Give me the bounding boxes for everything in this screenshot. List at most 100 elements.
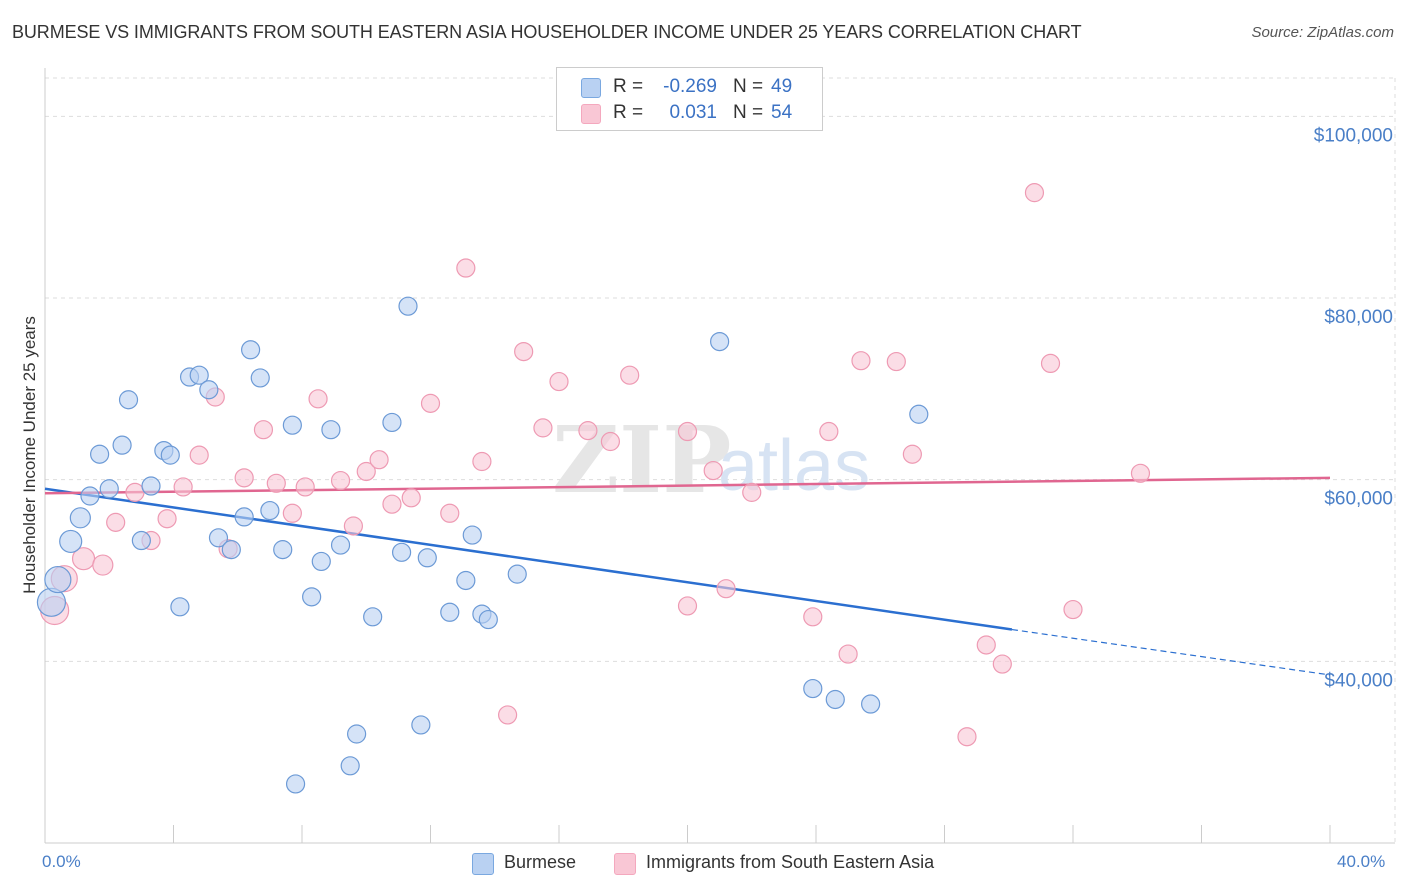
legend-swatch-immigrants [581,104,601,124]
data-point-burmese [803,678,823,699]
data-point-immigrants [703,460,723,481]
data-point-immigrants [578,421,598,441]
legend-r-label: R = [613,76,644,97]
data-point-immigrants [456,258,476,278]
data-point-immigrants [1024,183,1045,203]
data-point-burmese [131,530,151,551]
legend-row-burmese: R = -0.269 N = 49 [557,76,822,100]
data-point-burmese [382,412,402,433]
trend-line-extension [1011,628,1331,676]
data-point-burmese [90,444,110,464]
watermark-atlas: atlas [718,426,870,506]
data-point-immigrants [282,503,302,523]
data-point-immigrants [851,351,871,371]
data-point-immigrants [189,445,209,465]
data-point-immigrants [330,470,351,491]
data-point-burmese [347,724,367,744]
data-point-immigrants [514,341,534,362]
legend-r-value: -0.269 [663,76,717,97]
data-point-immigrants [902,444,922,464]
y-tick-label: $100,000 [1314,125,1393,146]
data-point-immigrants [498,705,518,725]
legend-label-immigrants: Immigrants from South Eastern Asia [646,852,935,872]
legend-swatch-burmese [581,78,601,98]
data-point-burmese [69,507,91,529]
y-tick-label: $60,000 [1324,489,1393,510]
data-point-immigrants [356,461,376,482]
data-point-burmese [221,540,241,560]
legend-label-burmese: Burmese [504,852,577,872]
data-point-immigrants [369,450,389,470]
data-point-burmese [170,597,190,617]
watermark: ZIP atlas [552,406,870,514]
data-point-burmese [160,445,180,465]
data-point-burmese [302,587,322,607]
data-point-immigrants [382,494,402,514]
watermark-zip: ZIP [552,406,731,514]
data-point-burmese [189,365,209,385]
data-point-immigrants [677,596,698,616]
data-point-immigrants [125,482,145,502]
data-point-immigrants [533,418,553,438]
data-point-immigrants [838,644,858,664]
data-point-burmese [273,540,293,560]
data-point-burmese [861,694,881,714]
data-point-burmese [112,435,132,455]
data-point-burmese [311,551,331,572]
chart-title: BURMESE VS IMMIGRANTS FROM SOUTH EASTERN… [12,22,1082,42]
data-point-burmese [250,368,270,388]
legend-r-value: 0.031 [669,102,717,123]
data-point-immigrants [343,516,363,536]
y-tick-label: $40,000 [1324,670,1393,691]
data-point-burmese [118,390,139,410]
data-point-immigrants [440,503,460,523]
data-point-immigrants [549,371,569,392]
data-point-burmese [507,564,527,584]
data-point-immigrants [253,420,274,440]
data-point-burmese [141,476,161,496]
data-point-burmese [462,525,482,545]
data-point-burmese [99,479,119,499]
y-axis-label: Householder Income Under 25 years [20,316,39,594]
data-point-burmese [340,756,360,776]
data-point-burmese [411,715,431,735]
data-point-burmese [825,689,845,710]
data-point-immigrants [401,488,421,508]
data-point-immigrants [234,468,254,488]
data-point-burmese [285,774,306,794]
data-point-immigrants [173,477,193,497]
data-point-burmese [909,404,929,424]
data-point-immigrants [976,635,996,655]
data-point-burmese [208,528,229,548]
data-point-immigrants [742,482,762,502]
data-point-immigrants [957,727,977,747]
data-point-burmese [398,296,418,316]
stats-legend: R = -0.269 N = 49 R = 0.031 N = 54 [556,67,823,131]
data-point-immigrants [308,389,328,409]
data-point-immigrants [600,431,621,452]
data-point-immigrants [157,509,177,529]
data-point-immigrants [819,421,839,442]
data-point-immigrants [1130,463,1151,483]
data-point-burmese [199,380,219,400]
legend-r-label: R = [613,102,644,123]
data-point-immigrants [295,477,315,497]
y-tick-label: $80,000 [1324,307,1393,328]
x-tick-label-max: 40.0% [1337,852,1386,871]
data-point-burmese [456,570,476,591]
data-point-burmese [321,420,341,440]
data-point-burmese [391,542,412,562]
data-point-burmese [59,529,83,554]
data-point-immigrants [472,451,492,472]
legend-n-label: N = [733,76,764,97]
data-point-burmese [241,340,261,360]
data-point-immigrants [1040,353,1061,373]
data-point-immigrants [92,554,114,576]
source-credit: Source: ZipAtlas.com [1251,24,1394,41]
data-point-burmese [234,507,254,527]
data-point-burmese [417,548,437,568]
data-point-burmese [80,486,100,506]
data-point-immigrants [886,351,906,372]
data-point-burmese [478,609,498,630]
